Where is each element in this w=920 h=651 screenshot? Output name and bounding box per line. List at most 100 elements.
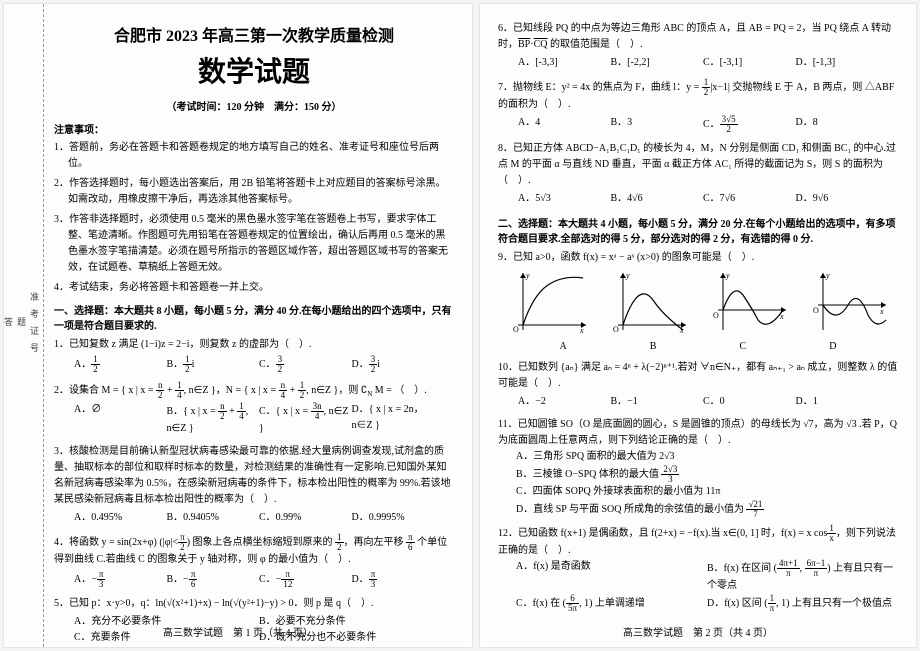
q6-opt-a: A．[-3,3]	[518, 55, 611, 71]
svg-text:y: y	[825, 271, 830, 280]
q7-stem: 7．抛物线 E：y² = 4x 的焦点为 F，曲线 l：y = 12|x−1| …	[498, 78, 898, 113]
graph-d: Ox y	[808, 270, 888, 335]
q11-opt-d: D．直线 SP 与平面 SOQ 所成角的余弦值的最小值为 √217	[516, 500, 898, 519]
q8-opt-d: D．9√6	[796, 191, 889, 207]
q12-opt-a: A．f(x) 是奇函数	[516, 559, 707, 594]
q8-opt-b: B．4√6	[611, 191, 704, 207]
q8-opt-a: A．5√3	[518, 191, 611, 207]
q6-stem: 6．已知线段 PQ 的中点为等边三角形 ABC 的顶点 A，且 AB = PQ …	[498, 21, 898, 53]
question-5: 5．已知 p：x·y>0，q：ln(√(x²+1)+x) − ln(√(y²+1…	[54, 596, 454, 647]
page-footer-2: 高三数学试题 第 2 页（共 4 页）	[480, 624, 916, 639]
page-footer-1: 高三数学试题 第 1 页（共 4 页）	[4, 624, 472, 639]
q9-label-b: B	[650, 339, 657, 355]
q4-opt-d: D．π3	[352, 570, 445, 589]
q3-stem: 3．核酸检测是目前确认新型冠状病毒感染最可靠的依据.经大量病例调查发现,试剂盒的…	[54, 444, 454, 508]
q12-opt-b: B．f(x) 在区间 (4π+1π, 6π−1π) 上有且只有一个零点	[707, 559, 898, 594]
graph-c: Ox y	[708, 270, 788, 335]
exam-subject: 数学试题	[54, 50, 454, 90]
q11-opt-a: A．三角形 SPQ 面积的最大值为 2√3	[516, 449, 898, 465]
question-1: 1．已知复数 z 满足 (1−i)z = 2−i，则复数 z 的虚部为（ ）. …	[54, 337, 454, 376]
q6-opt-c: C．[-3,1]	[703, 55, 796, 71]
q11-stem: 11．已知圆锥 SO（O 是底面圆的圆心，S 是圆锥的顶点）的母线长为 √7，高…	[498, 417, 898, 449]
q3-opt-c: C．0.99%	[259, 510, 352, 526]
question-3: 3．核酸检测是目前确认新型冠状病毒感染最可靠的依据.经大量病例调查发现,试剂盒的…	[54, 444, 454, 528]
exam-subtitle: （考试时间：120 分钟 满分：150 分）	[54, 98, 454, 113]
question-4: 4．将函数 y = sin(2x+φ) (|φ|<π2) 图象上各点横坐标缩短到…	[54, 533, 454, 591]
q4-stem: 4．将函数 y = sin(2x+φ) (|φ|<π2) 图象上各点横坐标缩短到…	[54, 533, 454, 568]
q10-stem: 10．已知数列 {aₙ} 满足 aₙ = 4ⁿ + λ(−2)ⁿ⁺¹.若对 ∀n…	[498, 360, 898, 392]
binding-margin: 准考证号 题 答 要 不 内 线 封 密 班级 学校	[4, 4, 44, 647]
q3-opt-d: D．0.9995%	[352, 510, 445, 526]
notice-head: 注意事项：	[54, 121, 454, 136]
q4-opt-a: A．−π3	[74, 570, 167, 589]
svg-text:O: O	[613, 325, 619, 334]
q2-opt-c: C．{ x | x = 3n4, n∈Z }	[259, 402, 352, 437]
q7-opt-a: A．4	[518, 115, 611, 134]
question-2: 2．设集合 M = { x | x = n2 + 14, n∈Z }，N = {…	[54, 381, 454, 439]
side-label: 题	[15, 317, 28, 334]
svg-text:O: O	[513, 325, 519, 334]
q1-opt-b: B．12i	[167, 355, 260, 374]
question-7: 7．抛物线 E：y² = 4x 的焦点为 F，曲线 l：y = 12|x−1| …	[498, 78, 898, 136]
instructions-list: 1．答题前，务必在答题卡和答题卷规定的地方填写自己的姓名、准考证号和座位号后两位…	[54, 140, 454, 296]
q10-opt-b: B．−1	[611, 394, 704, 410]
q1-opt-d: D．32i	[352, 355, 445, 374]
q9-label-c: C	[740, 339, 747, 355]
q2-opt-a: A．∅	[74, 402, 167, 437]
svg-text:y: y	[625, 271, 630, 280]
q7-opt-b: B．3	[611, 115, 704, 134]
svg-text:x: x	[779, 312, 784, 321]
instruction-item: 1．答题前，务必在答题卡和答题卷规定的地方填写自己的姓名、准考证号和座位号后两位…	[54, 140, 454, 172]
q11-opt-b: B．三棱锥 O−SPQ 体积的最大值 2√33	[516, 465, 898, 484]
svg-text:x: x	[579, 326, 584, 335]
q12-opt-c: C．f(x) 在 (65π, 1) 上单调递增	[516, 594, 707, 613]
svg-text:x: x	[879, 307, 884, 316]
section-b-head: 二、选择题：本大题共 4 小题，每小题 5 分，满分 20 分.在每个小题给出的…	[498, 215, 898, 245]
graph-b: Oxy	[608, 270, 688, 335]
q9-label-a: A	[560, 339, 567, 355]
q2-stem: 2．设集合 M = { x | x = n2 + 14, n∈Z }，N = {…	[54, 381, 454, 400]
svg-text:y: y	[725, 271, 730, 280]
question-8: 8．已知正方体 ABCD−A₁B₁C₁D₁ 的棱长为 4，M，N 分别是侧面 C…	[498, 141, 898, 209]
q2-opt-b: B．{ x | x = n2 + 14, n∈Z }	[167, 402, 260, 437]
page-1: 准考证号 题 答 要 不 内 线 封 密 班级 学校 合肥市 2023 年高三第…	[4, 4, 472, 647]
q5-stem: 5．已知 p：x·y>0，q：ln(√(x²+1)+x) − ln(√(y²+1…	[54, 596, 454, 612]
question-6: 6．已知线段 PQ 的中点为等边三角形 ABC 的顶点 A，且 AB = PQ …	[498, 21, 898, 73]
q8-opt-c: C．7√6	[703, 191, 796, 207]
q12-stem: 12．已知函数 f(x+1) 是偶函数，且 f(2+x) = −f(x).当 x…	[498, 524, 898, 559]
q11-opt-c: C．四面体 SOPQ 外接球表面积的最小值为 11π	[516, 484, 898, 500]
page-2: 6．已知线段 PQ 的中点为等边三角形 ABC 的顶点 A，且 AB = PQ …	[480, 4, 916, 647]
q1-opt-a: A．12	[74, 355, 167, 374]
q4-opt-c: C．−π12	[259, 570, 352, 589]
question-10: 10．已知数列 {aₙ} 满足 aₙ = 4ⁿ + λ(−2)ⁿ⁺¹.若对 ∀n…	[498, 360, 898, 412]
instruction-item: 4．考试结束，务必将答题卡和答题卷一并上交。	[54, 280, 454, 296]
side-label: 答	[4, 317, 15, 334]
q10-opt-c: C．0	[703, 394, 796, 410]
question-11: 11．已知圆锥 SO（O 是底面圆的圆心，S 是圆锥的顶点）的母线长为 √7，高…	[498, 417, 898, 519]
q3-opt-a: A．0.495%	[74, 510, 167, 526]
svg-text:O: O	[713, 311, 719, 320]
q9-graphs: Oxy Oxy Oxy Oxy	[498, 270, 898, 335]
q7-opt-c: C．3√52	[703, 115, 796, 134]
q3-opt-b: B．0.9405%	[167, 510, 260, 526]
instruction-item: 3．作答非选择题时，必须使用 0.5 毫米的黑色墨水签字笔在答题卷上书写，要求字…	[54, 212, 454, 276]
q9-label-d: D	[829, 339, 836, 355]
side-label: 准考证号	[28, 292, 41, 360]
q1-opt-c: C．32	[259, 355, 352, 374]
q10-opt-d: D．1	[796, 394, 889, 410]
q4-opt-b: B．−π6	[167, 570, 260, 589]
q10-opt-a: A．−2	[518, 394, 611, 410]
svg-text:O: O	[813, 306, 819, 315]
q7-opt-d: D．8	[796, 115, 889, 134]
exam-header: 合肥市 2023 年高三第一次教学质量检测	[54, 22, 454, 46]
q6-opt-d: D．[-1,3]	[796, 55, 889, 71]
q12-opt-d: D．f(x) 区间 (1π, 1) 上有且只有一个极值点	[707, 594, 898, 613]
question-12: 12．已知函数 f(x+1) 是偶函数，且 f(2+x) = −f(x).当 x…	[498, 524, 898, 613]
q9-stem: 9．已知 a>0，函数 f(x) = xᵃ − aˣ (x>0) 的图象可能是（…	[498, 250, 898, 266]
q8-stem: 8．已知正方体 ABCD−A₁B₁C₁D₁ 的棱长为 4，M，N 分别是侧面 C…	[498, 141, 898, 189]
q1-stem: 1．已知复数 z 满足 (1−i)z = 2−i，则复数 z 的虚部为（ ）.	[54, 337, 454, 353]
graph-a: Ox y	[508, 270, 588, 335]
q2-opt-d: D．{ x | x = 2n，n∈Z }	[352, 402, 445, 437]
question-9: 9．已知 a>0，函数 f(x) = xᵃ − aˣ (x>0) 的图象可能是（…	[498, 250, 898, 355]
svg-text:y: y	[525, 271, 530, 280]
